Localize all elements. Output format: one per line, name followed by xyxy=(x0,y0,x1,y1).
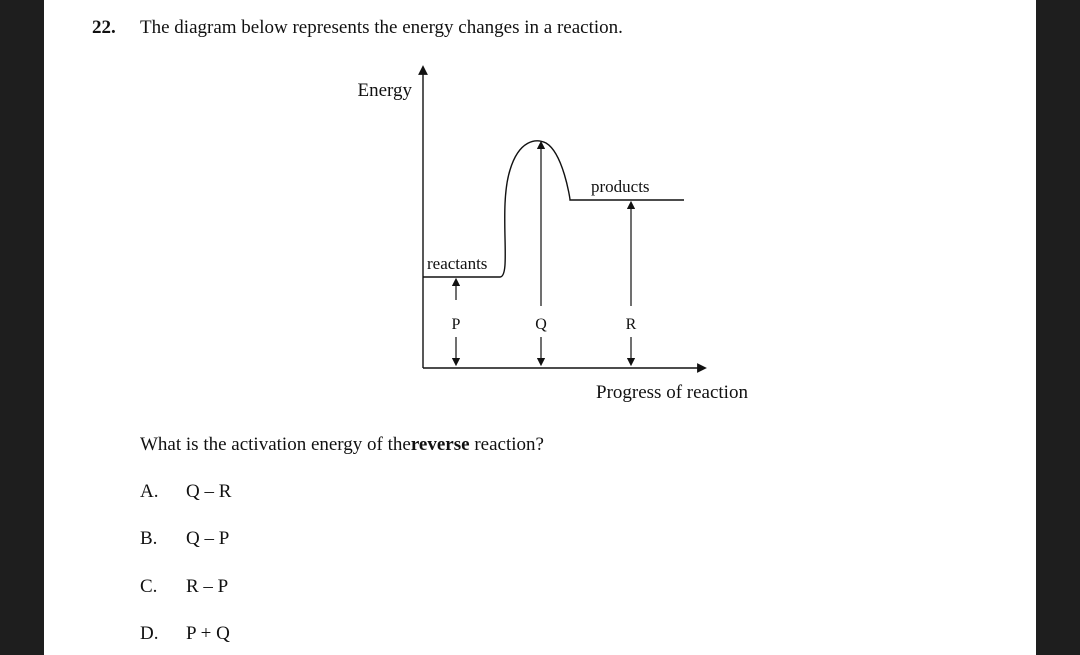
prompt-text-start: What is the activation energy of the xyxy=(140,434,411,455)
arrow-p-label: P xyxy=(452,316,461,333)
prompt-text-end: reaction? xyxy=(469,434,544,455)
question-prompt: What is the activation energy of thereve… xyxy=(140,434,544,456)
question-page: 22. The diagram below represents the ene… xyxy=(44,0,1036,655)
option-value: P + Q xyxy=(186,623,230,644)
option-value: Q – R xyxy=(186,481,232,502)
option-value: Q – P xyxy=(186,528,230,549)
arrow-q-label: Q xyxy=(535,316,547,333)
question-number: 22. xyxy=(92,17,116,38)
question-text: The diagram below represents the energy … xyxy=(140,17,623,38)
option-letter: C. xyxy=(140,576,158,597)
reactants-label: reactants xyxy=(427,254,487,273)
energy-profile-diagram: reactants products P Q R Energy Progress… xyxy=(357,65,748,403)
progress-axis-label: Progress of reaction xyxy=(596,382,748,403)
prompt-emphasis: reverse xyxy=(410,434,470,455)
energy-axis-label: Energy xyxy=(357,80,412,101)
products-label: products xyxy=(591,177,650,196)
option-letter: A. xyxy=(140,481,159,502)
option-letter: B. xyxy=(140,528,158,549)
arrow-r-label: R xyxy=(626,316,637,333)
option-letter: D. xyxy=(140,623,159,644)
option-value: R – P xyxy=(186,576,229,597)
energy-curve xyxy=(423,140,684,278)
